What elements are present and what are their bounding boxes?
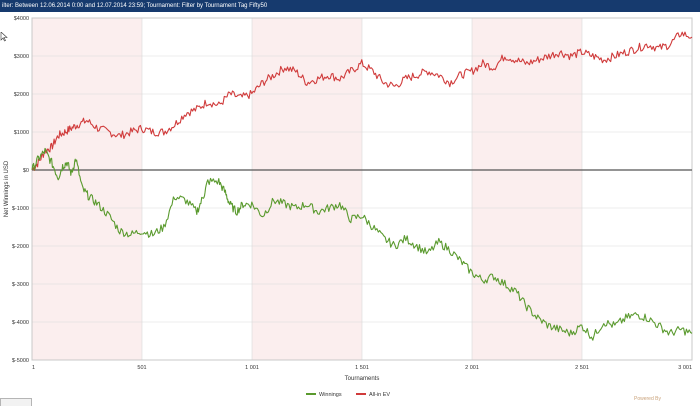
background-band	[142, 18, 252, 360]
background-band	[582, 18, 692, 360]
resize-grip[interactable]	[0, 398, 32, 406]
background-band	[472, 18, 582, 360]
y-tick-label: $0	[23, 168, 29, 174]
background-band	[32, 18, 142, 360]
legend-label: All-in EV	[369, 392, 390, 398]
y-tick-label: $-4000	[12, 320, 29, 326]
y-tick-label: $-2000	[12, 244, 29, 250]
net-winnings-chart: $4000 $3000 $2000 $1000 $0 $-1000 $-2000 $-3000…	[4, 16, 693, 398]
x-tick-label: 2 001	[465, 365, 479, 371]
y-tick-label: $-3000	[12, 282, 29, 288]
x-tick-label: 1	[32, 365, 35, 371]
y-axis-label: Net Winnings in USD	[4, 160, 10, 217]
legend-label: Winnings	[319, 392, 342, 398]
y-tick-label: $1000	[14, 130, 29, 136]
arrow-cursor-icon	[0, 32, 8, 42]
legend: Winnings All-in EV	[306, 392, 390, 398]
y-tick-label: $-5000	[12, 358, 29, 364]
x-axis-label: Tournaments	[345, 376, 380, 382]
series-line-allin-ev	[31, 31, 693, 171]
series-line-winnings	[31, 147, 693, 341]
plot-frame	[31, 17, 693, 361]
series-lines	[31, 31, 693, 341]
footer-logo-text: Powered By	[634, 396, 661, 402]
y-tick-label: $-1000	[12, 206, 29, 212]
x-tick-label: 2 501	[575, 365, 589, 371]
y-tick-label: $2000	[14, 92, 29, 98]
background-band	[252, 18, 362, 360]
filter-bar: ilter: Between 12.06.2014 0:00 and 12.07…	[0, 0, 700, 12]
x-tick-label: 1 501	[355, 365, 369, 371]
x-axis-ticks: 1 501 1 001 1 501 2 001 2 501 3 001	[32, 365, 692, 371]
filter-text: ilter: Between 12.06.2014 0:00 and 12.07…	[2, 3, 268, 9]
x-tick-label: 501	[137, 365, 146, 371]
poweredby-logo-icon: Powered By	[634, 396, 674, 405]
background-bands	[32, 18, 692, 360]
x-tick-label: 3 001	[678, 365, 692, 371]
background-band	[362, 18, 472, 360]
chart-panel: $4000 $3000 $2000 $1000 $0 $-1000 $-2000 $-3000…	[0, 12, 700, 405]
x-tick-label: 1 001	[245, 365, 259, 371]
y-tick-label: $4000	[14, 16, 29, 22]
y-tick-label: $3000	[14, 54, 29, 60]
y-axis-ticks: $4000 $3000 $2000 $1000 $0 $-1000 $-2000 $-3000…	[12, 16, 29, 364]
